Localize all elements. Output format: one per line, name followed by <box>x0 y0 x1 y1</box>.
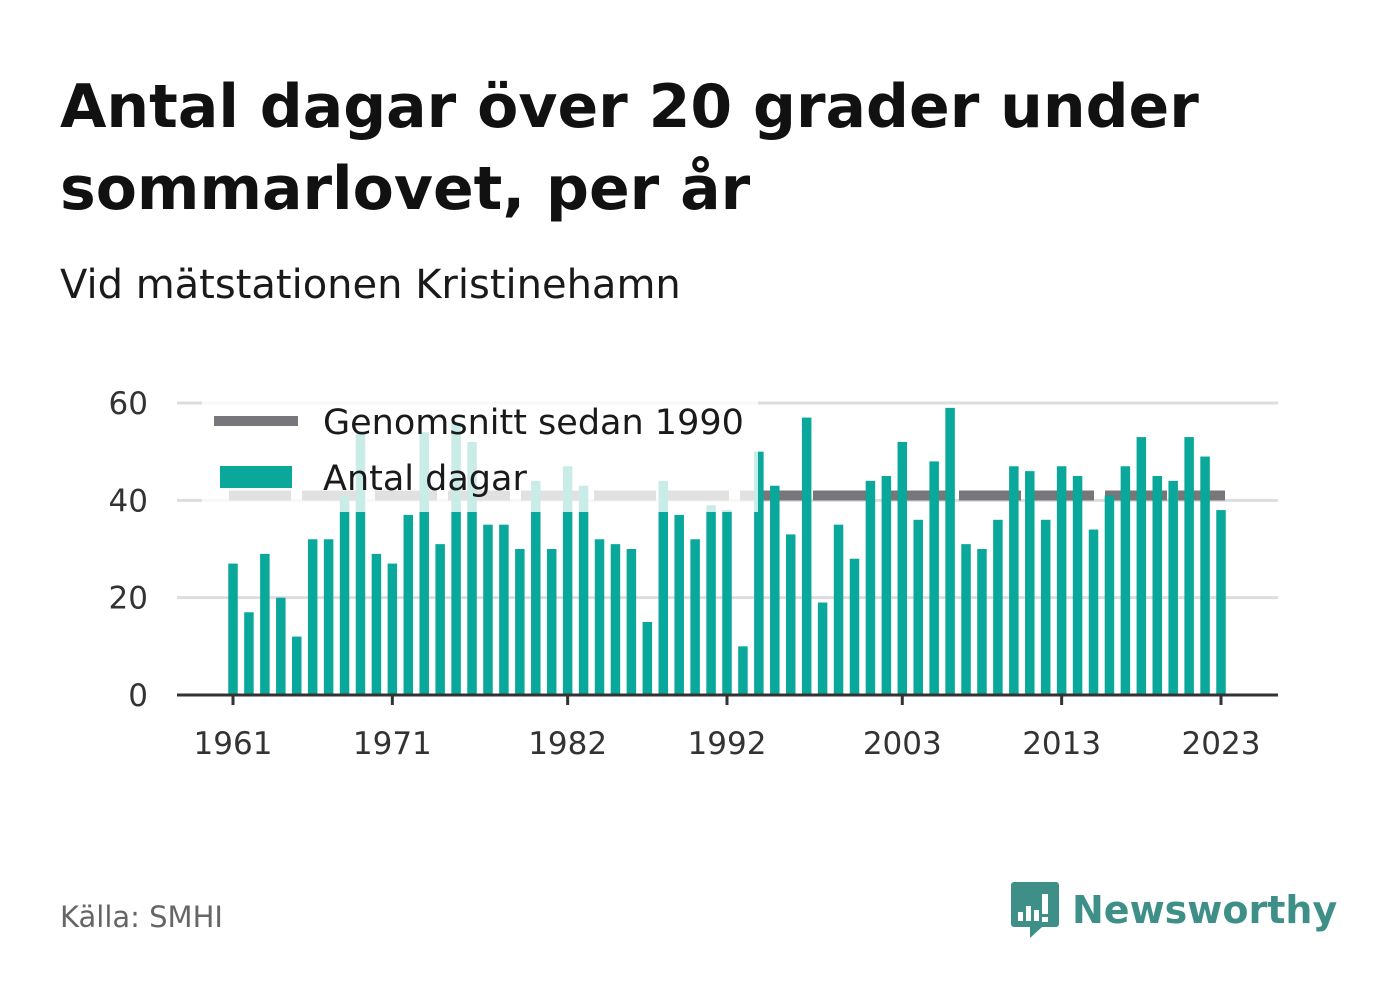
bar <box>754 451 764 695</box>
bar <box>881 476 892 695</box>
chart-subtitle: Vid mätstationen Kristinehamn <box>60 262 681 308</box>
bar <box>801 417 812 695</box>
bar <box>1040 519 1051 695</box>
bar <box>483 524 493 695</box>
newsworthy-logo-icon <box>1011 882 1059 938</box>
bar <box>276 597 286 695</box>
bar <box>1184 437 1194 695</box>
legend-label-average: Genomsnitt sedan 1990 <box>323 403 744 443</box>
bar <box>642 622 653 695</box>
brand-logo: Newsworthy <box>1010 880 1337 940</box>
bar <box>307 539 318 695</box>
bar <box>339 495 350 695</box>
bar <box>833 524 844 695</box>
bar <box>499 524 509 695</box>
bar <box>1056 466 1067 695</box>
bar <box>690 539 700 695</box>
brand-name: Newsworthy <box>1072 888 1338 932</box>
bar <box>291 636 302 695</box>
bar <box>355 432 366 695</box>
x-tick-label: 1982 <box>528 726 607 762</box>
legend-background <box>202 394 758 512</box>
bar <box>1025 471 1035 695</box>
bar <box>1120 466 1131 695</box>
bar <box>738 646 748 695</box>
bar <box>562 466 573 695</box>
bar <box>674 514 684 695</box>
x-tick-label: 1971 <box>353 726 432 762</box>
bar <box>515 549 525 695</box>
bar <box>1200 456 1210 695</box>
legend-label-bars: Antal dagar <box>323 459 527 499</box>
bar <box>785 534 796 695</box>
x-tick-label: 2003 <box>863 726 942 762</box>
source-note: Källa: SMHI <box>60 900 223 934</box>
bar <box>993 519 1003 695</box>
bar <box>435 544 445 695</box>
bar <box>849 558 860 695</box>
bar <box>1072 476 1083 695</box>
x-tick-label: 1961 <box>194 726 273 762</box>
axes: 0 20 40 60 1961 1971 1982 1992 2003 2013 2023 <box>109 386 1278 762</box>
bar <box>897 441 908 695</box>
bar <box>1168 480 1178 695</box>
bar <box>913 519 923 695</box>
bar <box>371 553 382 695</box>
legend-swatch-bars <box>220 466 292 488</box>
bar <box>531 480 541 695</box>
bar <box>929 461 939 695</box>
bar <box>945 407 955 695</box>
bar <box>658 480 669 695</box>
bar <box>403 514 414 695</box>
bar <box>817 602 828 695</box>
bar <box>1009 466 1019 695</box>
bar <box>706 505 716 695</box>
bar <box>578 485 589 695</box>
bars <box>228 407 1226 695</box>
bar <box>610 544 621 695</box>
bar <box>387 563 398 695</box>
bar <box>977 549 987 695</box>
y-tick-label: 0 <box>128 678 148 714</box>
bar <box>244 612 254 695</box>
bar <box>1152 476 1163 695</box>
bar <box>1136 437 1147 695</box>
bar <box>451 422 461 695</box>
bar <box>260 553 270 695</box>
bar <box>1216 510 1226 695</box>
bar <box>626 549 637 695</box>
bar <box>770 485 780 695</box>
x-tick-label: 1992 <box>688 726 767 762</box>
bar <box>1104 495 1115 695</box>
legend: Genomsnitt sedan 1990 Antal dagar <box>202 394 758 512</box>
bar <box>419 432 429 695</box>
bar <box>1088 529 1099 695</box>
x-tick-label: 2013 <box>1022 726 1101 762</box>
x-tick-label: 2023 <box>1182 726 1261 762</box>
chart-title: Antal dagar över 20 grader under sommarl… <box>60 72 1199 224</box>
bar <box>546 549 557 695</box>
y-tick-label: 20 <box>109 581 148 617</box>
bar <box>722 510 732 695</box>
bar <box>228 563 238 695</box>
bar <box>323 539 334 695</box>
bar <box>961 544 971 695</box>
bar <box>865 480 876 695</box>
y-tick-label: 40 <box>109 483 148 519</box>
bar <box>467 441 477 695</box>
y-tick-label: 60 <box>109 386 148 422</box>
bar <box>594 539 605 695</box>
